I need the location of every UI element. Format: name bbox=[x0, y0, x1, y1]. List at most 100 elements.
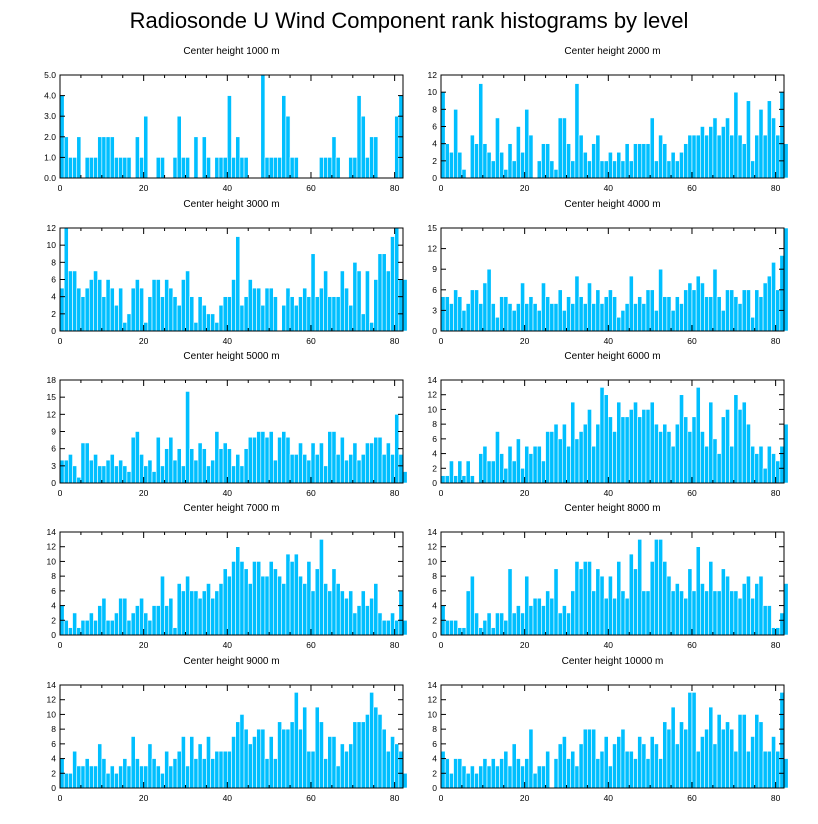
histogram-bar bbox=[536, 310, 542, 332]
histogram-bar bbox=[139, 597, 144, 636]
histogram-bar bbox=[243, 568, 249, 636]
histogram-bar bbox=[595, 568, 601, 636]
histogram-bar bbox=[235, 136, 241, 179]
histogram-bar bbox=[524, 758, 530, 789]
histogram-bar bbox=[695, 275, 701, 332]
histogram-bar bbox=[725, 117, 730, 179]
histogram-bar bbox=[553, 303, 559, 332]
histogram-bar bbox=[750, 597, 756, 636]
histogram-bar bbox=[88, 765, 94, 789]
histogram-bar bbox=[390, 236, 395, 332]
histogram-bar bbox=[758, 721, 764, 789]
histogram-bar bbox=[591, 303, 597, 332]
histogram-bar bbox=[746, 575, 751, 636]
histogram-bar bbox=[335, 765, 341, 789]
panel-title: Center height 1000 m bbox=[183, 46, 279, 57]
histogram-bar bbox=[733, 590, 739, 636]
histogram-bar bbox=[666, 575, 672, 636]
histogram-bar bbox=[352, 721, 358, 789]
histogram-bar bbox=[68, 772, 73, 789]
histogram-bar bbox=[189, 296, 195, 332]
histogram-bar bbox=[616, 401, 622, 484]
x-tick-label: 20 bbox=[520, 336, 530, 346]
histogram-bar bbox=[649, 401, 655, 484]
histogram-bar bbox=[134, 431, 140, 484]
histogram-bar bbox=[603, 160, 609, 179]
histogram-bar bbox=[122, 465, 128, 484]
histogram-bar bbox=[603, 736, 609, 789]
histogram-bar bbox=[101, 597, 107, 636]
histogram-bar bbox=[193, 590, 199, 636]
histogram-bar bbox=[720, 728, 726, 789]
histogram-bar bbox=[323, 465, 329, 484]
panel-title: Center height 2000 m bbox=[564, 46, 660, 57]
y-tick-label: 6 bbox=[432, 285, 437, 295]
histogram-bar bbox=[645, 590, 651, 636]
histogram-bar bbox=[478, 453, 484, 484]
histogram-bar bbox=[168, 436, 174, 484]
histogram-bar bbox=[578, 134, 584, 179]
y-tick-label: 10 bbox=[428, 87, 438, 97]
histogram-bar bbox=[206, 583, 211, 636]
y-tick-label: 4 bbox=[432, 754, 437, 764]
histogram-bar bbox=[633, 568, 638, 636]
x-tick-label: 40 bbox=[223, 183, 233, 193]
histogram-bar bbox=[72, 612, 78, 636]
histogram-bar bbox=[348, 743, 354, 789]
histogram-bar bbox=[779, 255, 785, 332]
histogram-bar bbox=[97, 743, 103, 789]
histogram-bar bbox=[453, 289, 459, 332]
histogram-bar bbox=[674, 296, 680, 332]
histogram-bar bbox=[155, 765, 161, 789]
histogram-bar bbox=[231, 736, 236, 789]
histogram-bar bbox=[695, 387, 701, 484]
histogram-bar bbox=[114, 304, 119, 332]
y-tick-label: 12 bbox=[428, 70, 438, 80]
histogram-bar bbox=[587, 409, 592, 484]
histogram-bar bbox=[474, 289, 479, 332]
histogram-bar bbox=[344, 287, 349, 332]
histogram-bar bbox=[486, 460, 492, 484]
y-tick-label: 0 bbox=[51, 478, 56, 488]
histogram-bar bbox=[574, 275, 580, 332]
histogram-bar bbox=[649, 561, 655, 636]
histogram-bar bbox=[181, 590, 186, 636]
histogram-bar bbox=[608, 151, 613, 179]
histogram-bar bbox=[185, 765, 190, 789]
histogram-bar bbox=[704, 590, 710, 636]
histogram-bar bbox=[591, 143, 597, 179]
histogram-bar bbox=[595, 758, 601, 789]
histogram-bar bbox=[545, 143, 551, 179]
histogram-bar bbox=[532, 303, 538, 332]
panel-title: Center height 5000 m bbox=[183, 351, 279, 362]
histogram-bar bbox=[80, 296, 86, 332]
histogram-bar bbox=[658, 539, 663, 636]
histogram-bar bbox=[105, 772, 111, 789]
histogram-bar bbox=[566, 445, 571, 484]
histogram-bar bbox=[126, 765, 132, 789]
histogram-bar bbox=[574, 561, 580, 636]
histogram-bar bbox=[595, 423, 601, 484]
histogram-bar bbox=[562, 736, 567, 789]
histogram-bar bbox=[666, 160, 672, 179]
y-tick-label: 2 bbox=[432, 156, 437, 166]
histogram-bar bbox=[649, 736, 655, 789]
histogram-bar bbox=[365, 270, 370, 332]
histogram-bar bbox=[394, 619, 400, 636]
histogram-bar bbox=[377, 253, 383, 332]
histogram-bar bbox=[536, 597, 542, 636]
histogram-bar bbox=[729, 590, 735, 636]
panel-title: Center height 8000 m bbox=[564, 503, 660, 514]
histogram-panel-4: Center height 4000 m 0 3 6 9 12 15 0 20 40 60 80 bbox=[428, 199, 789, 346]
x-tick-label: 60 bbox=[687, 488, 697, 498]
histogram-bar bbox=[260, 728, 266, 789]
histogram-bar bbox=[641, 409, 647, 484]
histogram-bar bbox=[520, 282, 525, 332]
histogram-bar bbox=[457, 627, 463, 636]
histogram-bar bbox=[72, 270, 78, 332]
histogram-bar bbox=[457, 151, 463, 179]
histogram-bar bbox=[118, 765, 124, 789]
histogram-bar bbox=[218, 157, 224, 179]
histogram-bar bbox=[465, 772, 471, 789]
histogram-bar bbox=[528, 728, 534, 789]
